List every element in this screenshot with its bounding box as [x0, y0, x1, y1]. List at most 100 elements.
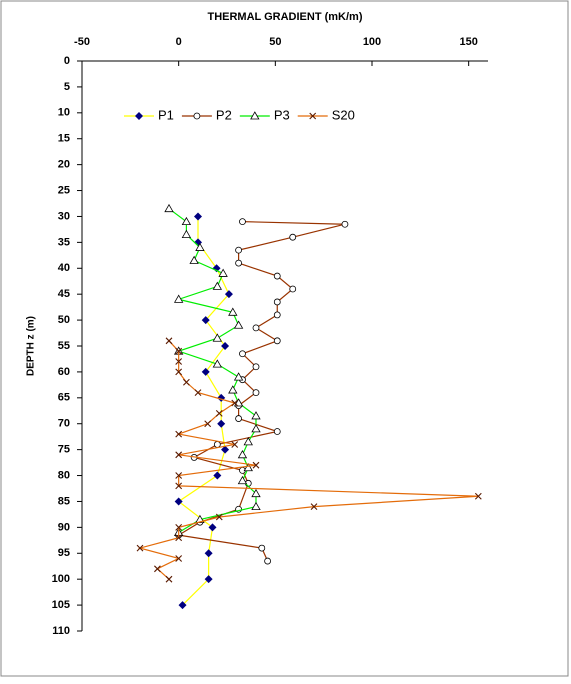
point	[252, 389, 260, 397]
point	[221, 445, 230, 454]
y-tick-label: 30	[58, 210, 70, 222]
point	[221, 342, 230, 350]
y-tick-label: 65	[58, 392, 70, 404]
point	[243, 437, 253, 446]
point	[208, 523, 217, 532]
point	[178, 601, 187, 610]
point	[154, 565, 161, 573]
point	[194, 389, 202, 397]
point	[228, 307, 238, 316]
point	[228, 385, 238, 394]
legend-marker	[309, 112, 317, 120]
point	[231, 441, 239, 448]
point	[264, 557, 272, 565]
y-tick-label: 105	[52, 599, 70, 611]
y-tick-label: 45	[58, 288, 70, 300]
point	[235, 415, 243, 422]
y-tick-label: 60	[58, 366, 70, 378]
point	[189, 255, 199, 264]
point	[204, 420, 212, 428]
point	[204, 575, 213, 584]
y-tick-label: 35	[58, 236, 70, 248]
point	[218, 268, 228, 277]
point	[289, 285, 297, 293]
point	[175, 347, 183, 355]
point	[217, 419, 226, 428]
point	[237, 475, 248, 485]
point	[273, 337, 281, 345]
legend-label: P3	[274, 107, 290, 122]
point	[231, 399, 239, 407]
point	[233, 372, 244, 381]
point	[273, 428, 281, 435]
point	[212, 333, 223, 342]
point	[175, 482, 183, 490]
point	[252, 461, 260, 469]
y-tick-label: 70	[58, 418, 70, 430]
point	[175, 534, 183, 542]
y-tick-label: 0	[64, 55, 70, 67]
x-tick-label: 100	[363, 36, 381, 48]
point	[183, 378, 190, 386]
point	[243, 462, 253, 472]
point	[273, 272, 281, 280]
y-tick-label: 5	[64, 81, 70, 93]
point	[215, 409, 223, 417]
point	[252, 363, 260, 371]
point	[213, 441, 221, 448]
point	[136, 544, 144, 552]
y-tick-label: 15	[58, 133, 70, 145]
point	[201, 316, 210, 325]
x-tick-label: -50	[74, 36, 90, 48]
point	[233, 320, 244, 329]
point	[273, 298, 281, 306]
y-tick-label: 55	[58, 340, 70, 352]
point	[235, 259, 243, 267]
legend-marker	[250, 111, 260, 120]
point	[474, 492, 482, 500]
point	[175, 523, 183, 531]
point	[201, 367, 210, 376]
point	[164, 203, 174, 213]
point	[175, 472, 183, 479]
y-tick-label: 85	[58, 495, 70, 507]
point	[341, 220, 349, 228]
point	[273, 311, 281, 319]
point	[224, 290, 233, 299]
point	[237, 450, 248, 459]
point	[251, 411, 261, 420]
point	[258, 544, 266, 552]
point	[194, 212, 202, 221]
point	[175, 555, 183, 562]
y-tick-label: 50	[58, 314, 70, 326]
point	[181, 216, 192, 226]
x-tick-label: 0	[176, 36, 182, 48]
x-tick-label: 50	[269, 36, 281, 48]
point	[251, 424, 261, 433]
legend-label: S20	[332, 107, 355, 122]
point	[165, 337, 173, 345]
point	[174, 497, 183, 506]
point	[175, 368, 183, 376]
y-tick-label: 25	[58, 184, 70, 196]
y-tick-label: 40	[58, 262, 70, 274]
point	[239, 218, 246, 226]
point	[212, 281, 223, 290]
y-axis-label: DEPTH z (m)	[26, 316, 37, 376]
point	[204, 549, 213, 558]
point	[175, 451, 183, 459]
point	[212, 359, 223, 368]
legend-label: P2	[216, 107, 232, 122]
legend-marker	[193, 112, 201, 120]
point	[251, 488, 261, 498]
legend-label: P1	[158, 107, 174, 122]
point	[165, 575, 173, 583]
point	[175, 358, 183, 365]
point	[213, 471, 222, 480]
point	[251, 501, 261, 511]
x-tick-label: 150	[459, 36, 477, 48]
point	[289, 233, 297, 241]
